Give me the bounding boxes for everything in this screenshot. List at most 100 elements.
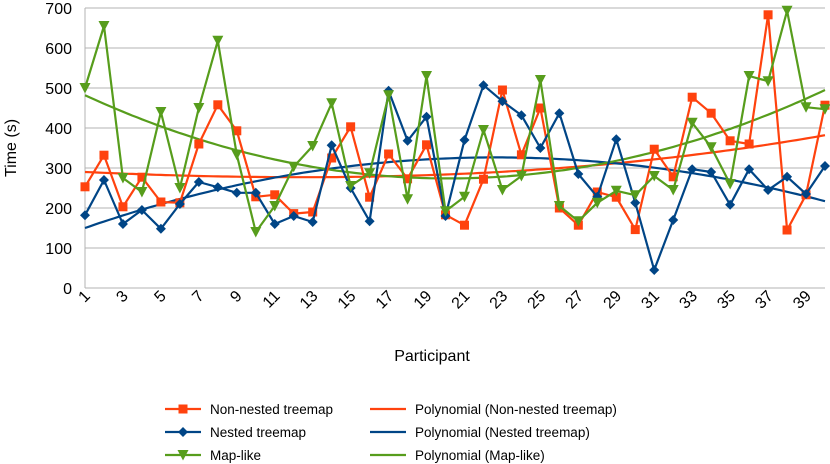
data-point (365, 192, 375, 202)
y-tick-label: 600 (45, 41, 72, 58)
data-point (668, 172, 678, 182)
x-tick-label: 23 (487, 288, 512, 313)
data-point (649, 144, 659, 154)
data-point (743, 71, 755, 82)
x-tick-label: 5 (151, 288, 169, 306)
legend-marker (178, 404, 188, 414)
data-point (686, 117, 698, 129)
data-point (136, 205, 147, 215)
data-point (781, 5, 793, 17)
data-point (819, 104, 830, 115)
data-point (402, 194, 414, 205)
y-tick-label: 0 (63, 281, 72, 298)
x-tick-label: 7 (189, 288, 207, 306)
x-tick-label: 1 (76, 288, 94, 306)
series-2 (79, 5, 830, 238)
data-point (421, 111, 432, 122)
data-point (687, 164, 698, 175)
legend: Non-nested treemap Polynomial (Non-nested… (165, 402, 617, 463)
trendline-1 (84, 156, 826, 230)
data-point (515, 171, 527, 182)
data-point (174, 183, 186, 194)
y-tick-label: 200 (45, 201, 72, 218)
x-tick-label: 31 (638, 288, 663, 313)
x-tick-label: 17 (373, 288, 398, 313)
data-point (269, 219, 280, 229)
data-point (231, 187, 242, 198)
data-point (820, 161, 830, 171)
data-point (706, 167, 717, 177)
legend-label: Polynomial (Nested treemap) (415, 425, 590, 440)
data-point (364, 216, 375, 227)
legend-marker (177, 450, 189, 461)
data-point (383, 90, 395, 101)
data-point (118, 202, 128, 212)
data-point (706, 108, 716, 118)
data-point (326, 98, 338, 109)
data-point (384, 149, 394, 159)
data-point (572, 216, 584, 227)
data-point (421, 71, 433, 82)
data-point (232, 126, 242, 136)
series-line-2 (83, 9, 826, 234)
y-tick-labels: 0 100 200 300 400 500 600 700 (45, 1, 72, 298)
legend-label: Nested treemap (210, 425, 306, 440)
data-series (79, 5, 830, 275)
x-tick-label: 11 (260, 288, 284, 312)
legend-entry: Map-like (165, 448, 261, 463)
data-point (307, 141, 319, 152)
legend-label: Polynomial (Non-nested treemap) (415, 402, 617, 417)
data-point (459, 135, 470, 145)
data-point (516, 150, 526, 160)
x-tick-label: 9 (227, 288, 245, 306)
data-point (269, 201, 281, 212)
data-point (270, 190, 280, 200)
data-point (440, 206, 452, 217)
data-point (477, 125, 489, 136)
legend-label: Map-like (210, 448, 261, 463)
data-point (648, 171, 660, 182)
x-tick-label: 25 (525, 288, 550, 313)
data-point (194, 139, 204, 149)
x-tick-label: 13 (297, 288, 322, 313)
data-point (250, 227, 262, 238)
data-point (534, 75, 546, 86)
data-point (402, 135, 413, 146)
legend-label: Polynomial (Map-like) (415, 448, 545, 463)
data-point (782, 171, 793, 182)
data-point (213, 100, 223, 110)
x-tick-label: 19 (411, 288, 436, 313)
x-tick-label: 39 (790, 288, 815, 313)
data-point (193, 177, 204, 187)
series-line-0 (84, 13, 827, 232)
legend-entry: Nested treemap (165, 425, 306, 440)
data-point (782, 225, 792, 235)
data-point (345, 181, 357, 192)
x-tick-label: 29 (601, 288, 626, 313)
data-point (136, 187, 148, 198)
data-point (705, 142, 717, 153)
data-point (288, 211, 299, 221)
data-point (327, 153, 337, 163)
data-point (649, 265, 660, 275)
x-tick-label: 35 (714, 288, 739, 313)
data-point (687, 92, 697, 102)
legend-marker (178, 427, 188, 437)
data-point (611, 134, 622, 145)
data-point (629, 190, 641, 201)
data-point (174, 199, 185, 209)
x-tick-label: 33 (676, 288, 701, 313)
data-point (193, 103, 205, 114)
data-point (497, 85, 507, 95)
data-point (212, 182, 223, 193)
x-tick-labels: 1 3 5 7 9 11 13 15 17 19 21 23 25 27 29 31 33 35 37 39 (76, 288, 815, 313)
x-tick-label: 3 (113, 288, 131, 306)
legend-label: Non-nested treemap (210, 402, 333, 417)
data-point (762, 76, 774, 87)
y-axis-title: Time (s) (3, 119, 20, 177)
data-point (80, 182, 90, 192)
data-point (307, 217, 318, 227)
data-point (667, 185, 679, 196)
data-point (668, 215, 679, 225)
